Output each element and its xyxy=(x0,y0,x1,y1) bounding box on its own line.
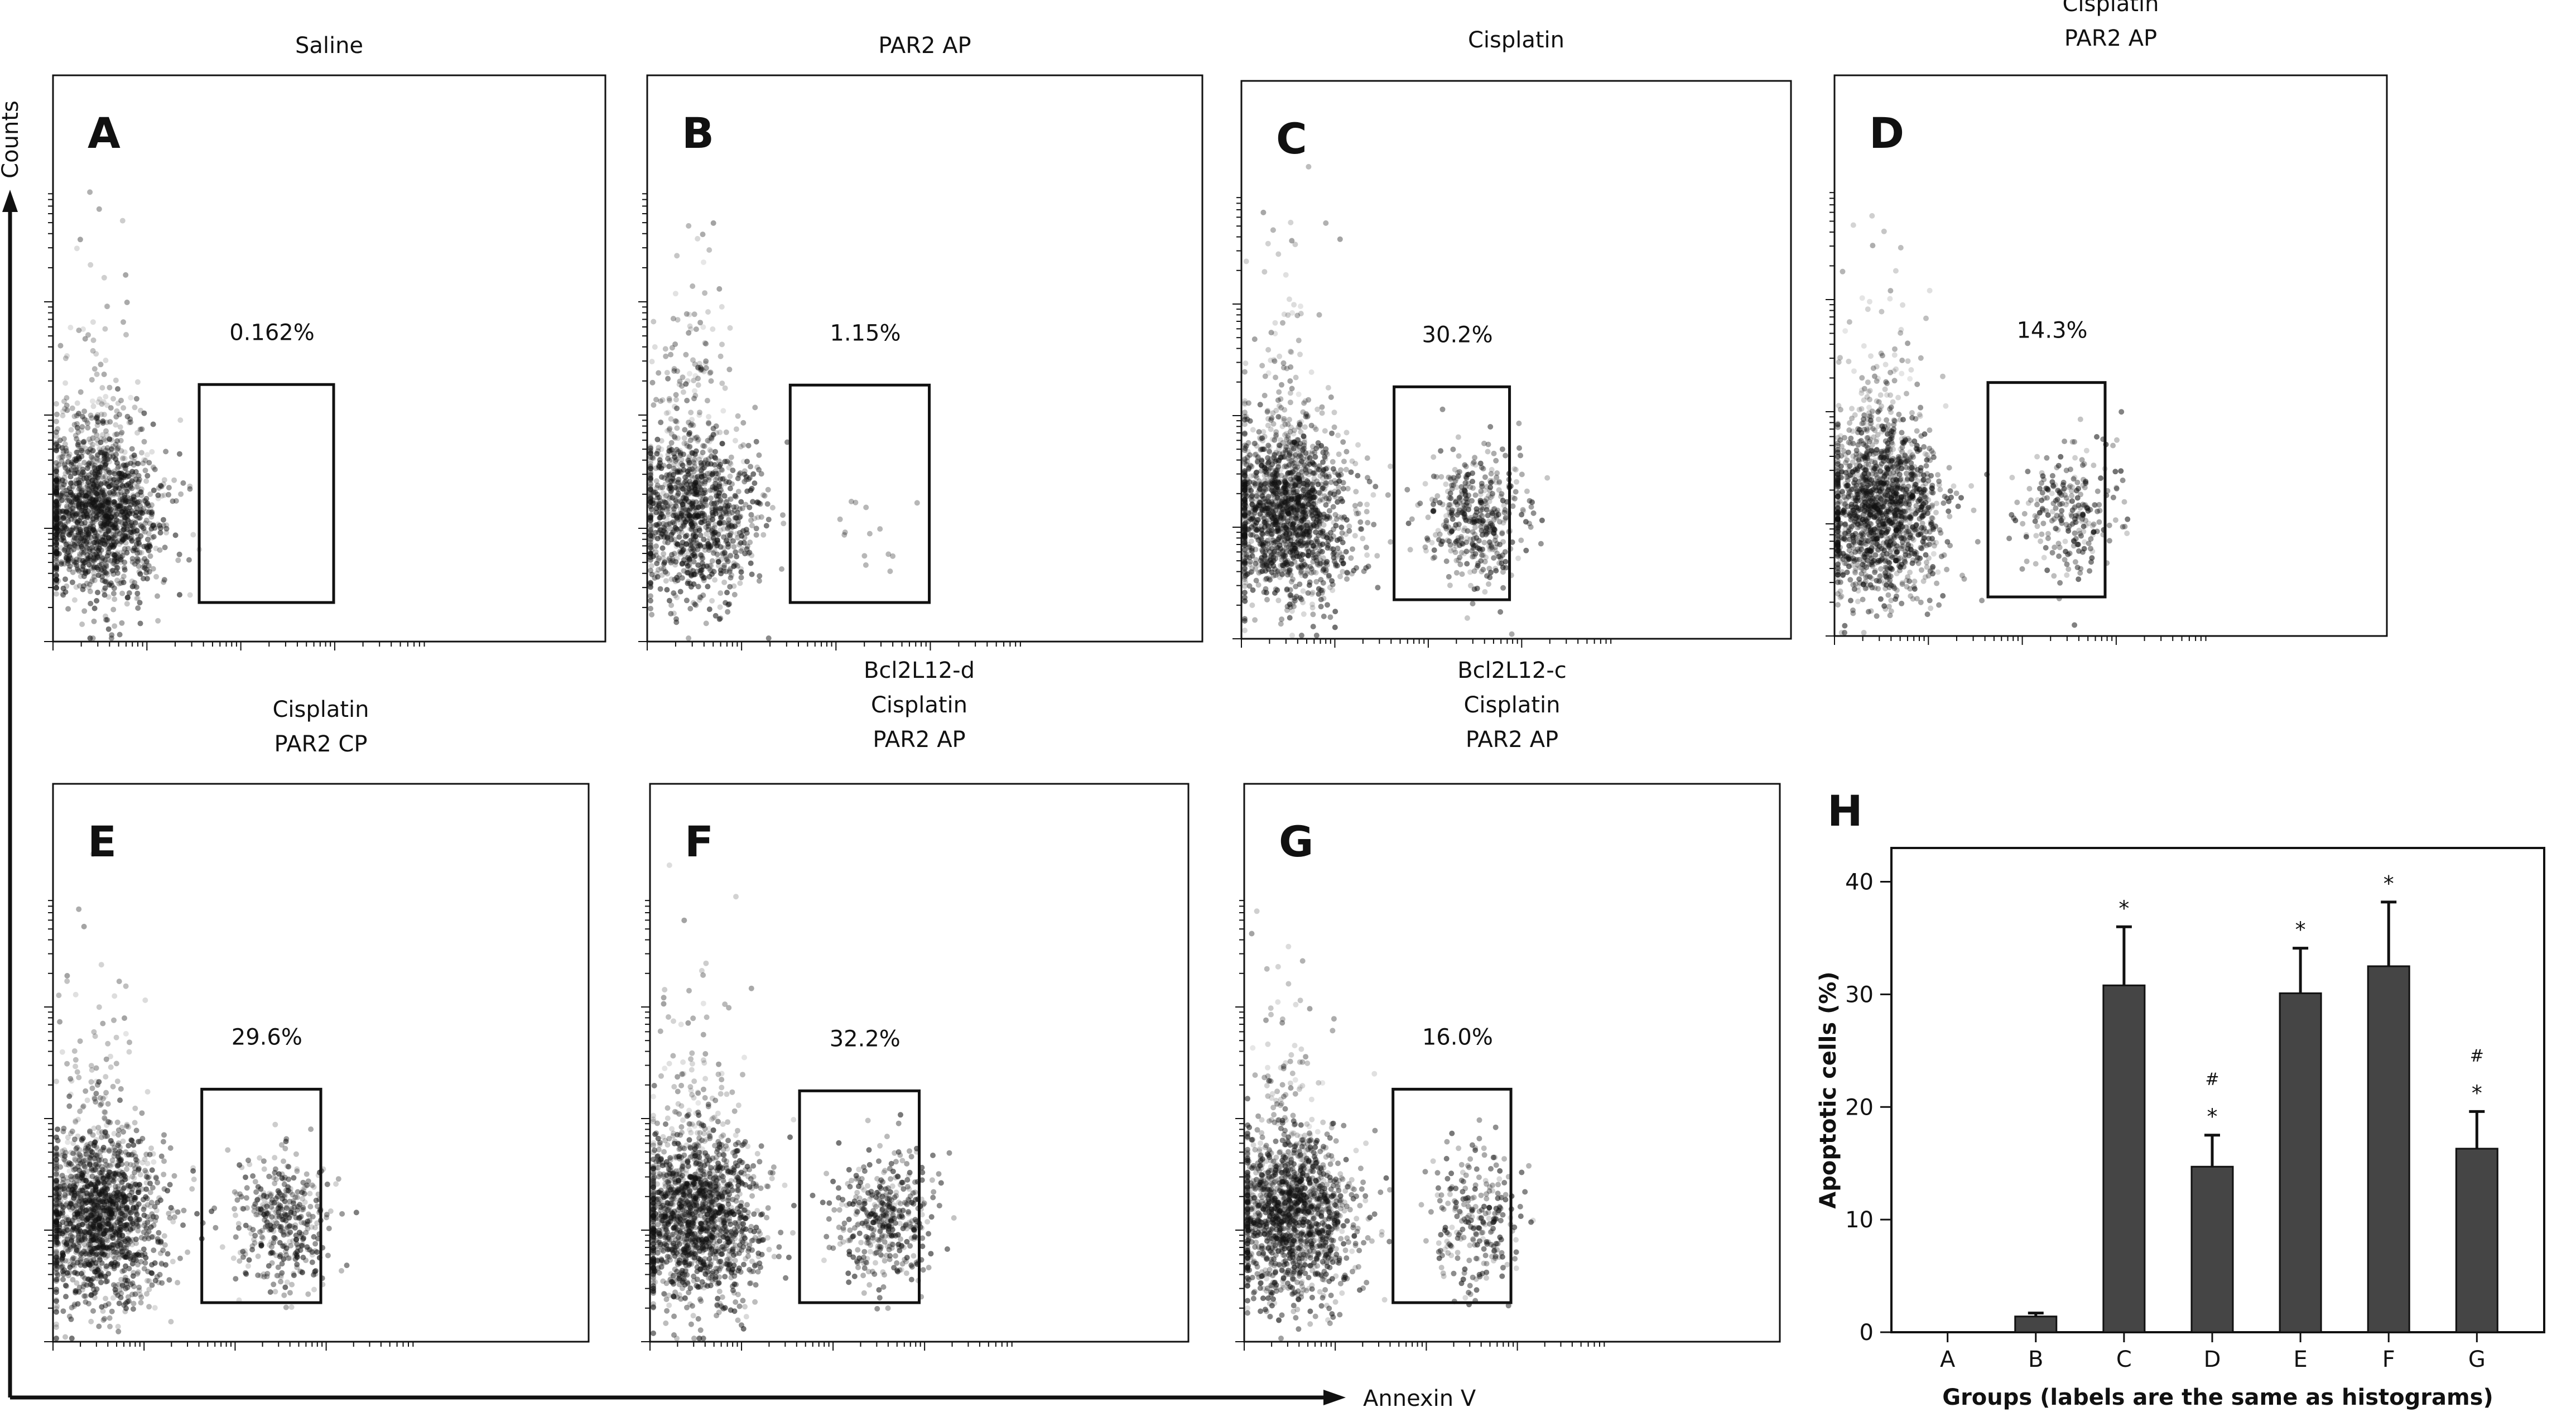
event-dots xyxy=(651,862,957,1341)
condition-label: Cisplatin xyxy=(2062,0,2159,17)
flow-panel-d: Cisplatin PAR2 AP D 14.3% xyxy=(1826,0,2388,645)
global-axes: Counts Annexin V xyxy=(0,100,1476,1411)
x-tick-label: B xyxy=(2028,1347,2043,1372)
gate-rectangle xyxy=(1986,381,2107,599)
bar-d xyxy=(2190,1165,2234,1333)
condition-label: PAR2 AP xyxy=(1466,727,1558,753)
condition-label: Saline xyxy=(295,33,363,59)
x-tick-label: F xyxy=(2382,1347,2395,1372)
significance-star: * xyxy=(2295,918,2306,942)
x-tick-label: D xyxy=(2204,1347,2221,1372)
bar-f xyxy=(2367,965,2410,1333)
axis-ticks xyxy=(44,193,425,650)
condition-label: Cisplatin xyxy=(1463,692,1560,718)
panel-letter: H xyxy=(1827,786,1863,836)
gate-rectangle xyxy=(1393,385,1511,601)
y-tick-label: 20 xyxy=(1845,1095,1874,1120)
bar-b xyxy=(2014,1315,2058,1333)
y-tick-label: 40 xyxy=(1845,870,1874,895)
panel-letter: E xyxy=(88,817,117,866)
gate-rectangle xyxy=(798,1089,921,1304)
x-tick-label: A xyxy=(1940,1347,1956,1372)
plot-frame xyxy=(1243,783,1781,1343)
panel-letter: G xyxy=(1279,817,1313,866)
panel-letter: B xyxy=(682,108,714,158)
event-dots xyxy=(1242,163,1551,638)
bar-x-axis-label: Groups (labels are the same as histogram… xyxy=(1942,1385,2493,1410)
flow-panel-b: PAR2 AP B 1.15% xyxy=(638,33,1203,650)
condition-label: PAR2 AP xyxy=(2064,26,2157,51)
bar-e xyxy=(2279,992,2322,1333)
panel-letter: A xyxy=(88,108,121,158)
bar-y-axis-label: Apoptotic cells (%) xyxy=(1816,971,1841,1208)
counts-axis-arrow xyxy=(2,190,18,212)
condition-label: Cisplatin xyxy=(871,692,967,718)
gate-rectangle xyxy=(200,1087,322,1304)
significance-hash: # xyxy=(2470,1046,2484,1066)
event-dots xyxy=(648,220,920,641)
condition-label: PAR2 AP xyxy=(878,33,971,59)
y-tick-label: 10 xyxy=(1845,1207,1874,1233)
plot-frame xyxy=(1240,80,1792,640)
axis-ticks xyxy=(44,900,414,1351)
x-tick-label: C xyxy=(2116,1347,2132,1372)
counts-axis-label: Counts xyxy=(0,100,23,179)
gate-percent: 32.2% xyxy=(830,1026,901,1052)
gate-percent: 0.162% xyxy=(229,320,315,345)
significance-star: * xyxy=(2207,1105,2218,1129)
axis-ticks xyxy=(1235,900,1605,1351)
condition-label: Cisplatin xyxy=(272,697,369,722)
y-tick-label: 0 xyxy=(1860,1320,1874,1346)
plot-frame xyxy=(646,74,1203,643)
condition-label: PAR2 AP xyxy=(873,727,965,753)
x-tick-label: G xyxy=(2468,1347,2486,1372)
significance-star: * xyxy=(2118,896,2129,921)
flow-panel-e: Cisplatin PAR2 CP E 29.6% xyxy=(44,697,590,1351)
x-tick-label: E xyxy=(2293,1347,2307,1372)
panel-letter: F xyxy=(685,817,714,866)
flow-panel-c: Cisplatin C 30.2% xyxy=(1232,27,1792,648)
bar-g xyxy=(2455,1148,2498,1333)
gate-rectangle xyxy=(198,383,335,604)
panel-letter: D xyxy=(1869,108,1904,158)
flow-panels: Saline A 0.162% PAR2 AP B 1.15% Cisplatin C 30.2… xyxy=(44,0,2388,1351)
event-dots xyxy=(1245,908,1536,1341)
condition-label: Bcl2L12-c xyxy=(1457,658,1567,683)
bar-c xyxy=(2102,984,2146,1333)
gate-rectangle xyxy=(1391,1087,1513,1304)
condition-label: Bcl2L12-d xyxy=(864,658,975,683)
plot-frame xyxy=(649,783,1190,1343)
plot-frame xyxy=(52,74,606,643)
event-dots xyxy=(1835,213,2131,635)
gate-percent: 16.0% xyxy=(1422,1024,1493,1050)
axis-ticks xyxy=(1826,192,2207,645)
y-tick-label: 30 xyxy=(1845,982,1874,1008)
condition-label: Cisplatin xyxy=(1468,27,1564,53)
gate-percent: 30.2% xyxy=(1422,322,1493,348)
significance-star: * xyxy=(2384,871,2394,896)
annexin-axis-arrow xyxy=(1323,1390,1346,1405)
gate-percent: 29.6% xyxy=(232,1024,302,1050)
significance-star: * xyxy=(2472,1081,2482,1105)
panel-letter: C xyxy=(1276,114,1307,163)
gate-percent: 1.15% xyxy=(830,320,901,346)
bar-chart-panel: H 0 10 20 30 40 A B C * D * # E * F * G * # Apoptotic cells … xyxy=(1816,786,2545,1410)
annexin-axis-label: Annexin V xyxy=(1363,1386,1476,1411)
axis-ticks xyxy=(638,193,1021,650)
axis-ticks xyxy=(1232,197,1612,648)
event-dots xyxy=(54,851,359,1341)
condition-label: PAR2 CP xyxy=(275,731,368,757)
plot-frame xyxy=(1833,74,2388,637)
gate-rectangle xyxy=(788,383,931,604)
flow-panel-g: Bcl2L12-c Cisplatin PAR2 AP G 16.0% xyxy=(1235,658,1781,1351)
flow-panel-f: Bcl2L12-d Cisplatin PAR2 AP F 32.2% xyxy=(641,658,1190,1351)
event-dots xyxy=(54,189,203,641)
plot-frame xyxy=(52,783,590,1343)
gate-percent: 14.3% xyxy=(2016,318,2087,344)
flow-panel-a: Saline A 0.162% xyxy=(44,33,606,650)
significance-hash: # xyxy=(2205,1070,2219,1090)
axis-ticks xyxy=(641,900,1013,1351)
